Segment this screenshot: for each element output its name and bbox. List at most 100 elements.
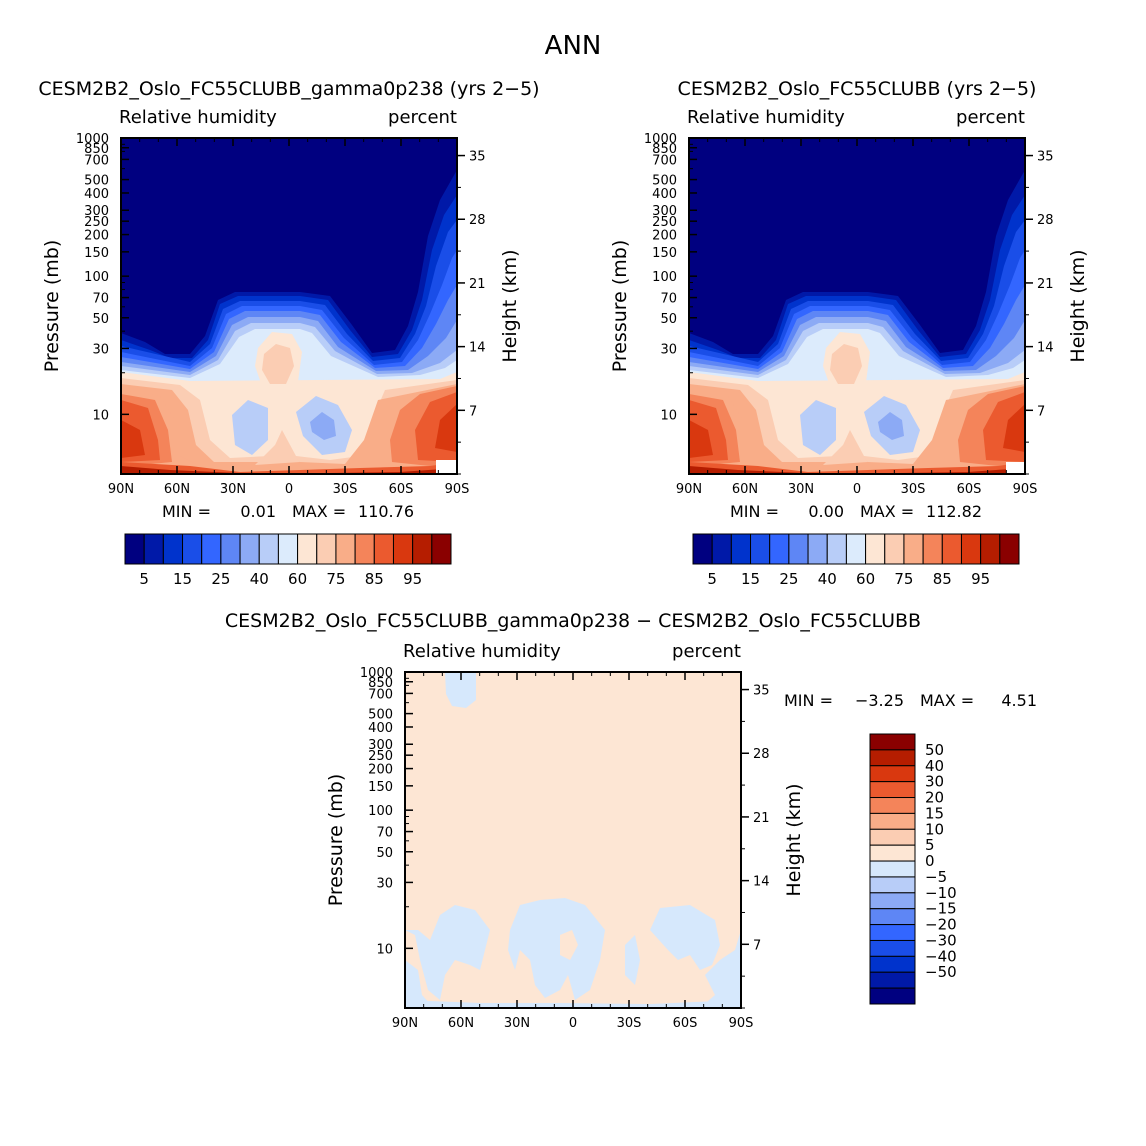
y-tick-label: 500	[84, 174, 109, 189]
y-tick-label: 70	[92, 292, 109, 307]
y-tick-label: 100	[84, 270, 109, 285]
colorbar-label: 40	[250, 570, 269, 588]
y2-tick-label: 28	[469, 213, 486, 228]
colorbar-label: 25	[779, 570, 798, 588]
y2-tick-label: 28	[1037, 213, 1054, 228]
y-tick-label: 300	[652, 204, 677, 219]
y2-tick-label: 7	[469, 404, 477, 419]
y-tick-label: 250	[652, 215, 677, 230]
y2-tick-label: 7	[753, 938, 761, 953]
colorbar-label: 40	[818, 570, 837, 588]
y-tick-label: 30	[660, 342, 677, 357]
colorbar-label: 40	[925, 757, 944, 775]
panel-b-min-value: 0.00	[808, 502, 844, 521]
panel-a-variable-label: Relative humidity	[119, 107, 277, 128]
colorbar-swatch	[869, 876, 916, 894]
y-tick-label: 850	[84, 142, 109, 157]
panel-c-min-value: −3.25	[855, 691, 904, 710]
y-tick-label: 50	[376, 846, 393, 861]
panel-a-y2label: Height (km)	[499, 249, 521, 362]
panel-a-colorbar: 5 15 25 40 60 75 85 95	[124, 533, 452, 588]
colorbar-label: 5	[139, 570, 149, 588]
colorbar-label: 15	[741, 570, 760, 588]
y2-tick-label: 14	[469, 341, 486, 356]
panel-b-variable-label: Relative humidity	[687, 107, 845, 128]
colorbar-label: 30	[925, 773, 944, 791]
colorbar-swatch	[412, 533, 433, 565]
colorbar-label: 60	[856, 570, 875, 588]
y-tick-label: 500	[368, 708, 393, 723]
colorbar-swatch	[869, 971, 916, 989]
y-tick-label: 200	[652, 229, 677, 244]
x-tick-label: 30S	[901, 482, 926, 497]
colorbar-label: −10	[925, 884, 957, 902]
y-tick-label: 30	[376, 876, 393, 891]
colorbar-swatch	[769, 533, 790, 565]
panel-a-title: CESM2B2_Oslo_FC55CLUBB_gamma0p238 (yrs 2…	[38, 78, 539, 100]
panel-c-min-label: MIN =	[784, 691, 833, 710]
y2-tick-label: 21	[753, 811, 770, 826]
panel-b-colorbar: 5 15 25 40 60 75 85 95	[692, 533, 1020, 588]
colorbar-label: 75	[894, 570, 913, 588]
colorbar-label: 95	[403, 570, 422, 588]
x-tick-label: 90S	[1013, 482, 1038, 497]
colorbar-label: 75	[326, 570, 345, 588]
panel-b-max-value: 112.82	[926, 502, 982, 521]
colorbar-swatch	[711, 533, 732, 565]
colorbar-swatch	[999, 533, 1020, 565]
colorbar-swatch	[869, 892, 916, 910]
y2-tick-label: 28	[753, 747, 770, 762]
x-tick-label: 90N	[392, 1016, 418, 1031]
y-tick-label: 10	[92, 408, 109, 423]
colorbar-swatch	[869, 844, 916, 862]
panel-b-min-label: MIN =	[730, 502, 779, 521]
y-tick-label: 50	[660, 312, 677, 327]
y-tick-label: 850	[368, 676, 393, 691]
y-tick-label: 400	[84, 187, 109, 202]
colorbar-swatch	[201, 533, 222, 565]
y-tick-label: 1000	[644, 132, 677, 147]
colorbar-swatch	[869, 828, 916, 846]
colorbar-label: −40	[925, 947, 957, 965]
y2-tick-label: 35	[469, 150, 486, 165]
colorbar-swatch	[182, 533, 203, 565]
x-tick-label: 30S	[333, 482, 358, 497]
panel-c-max-label: MAX =	[920, 691, 974, 710]
colorbar-label: −15	[925, 900, 957, 918]
colorbar-swatch	[143, 533, 164, 565]
y-tick-label: 150	[368, 780, 393, 795]
x-tick-label: 90N	[676, 482, 702, 497]
colorbar-swatch	[884, 533, 905, 565]
colorbar-swatch	[220, 533, 241, 565]
x-tick-label: 60S	[957, 482, 982, 497]
y2-tick-label: 21	[469, 277, 486, 292]
colorbar-swatch	[865, 533, 886, 565]
colorbar-swatch	[869, 939, 916, 957]
panel-c-ylabel: Pressure (mb)	[325, 774, 347, 907]
y-tick-label: 30	[92, 342, 109, 357]
colorbar-swatch	[354, 533, 375, 565]
colorbar-swatch	[980, 533, 1001, 565]
colorbar-swatch	[297, 533, 318, 565]
colorbar-label: 0	[925, 852, 935, 870]
y-tick-label: 300	[84, 204, 109, 219]
y-tick-label: 250	[84, 215, 109, 230]
colorbar-label: 10	[925, 820, 944, 838]
colorbar-swatch	[869, 733, 916, 751]
colorbar-swatch	[373, 533, 394, 565]
panel-c-y2label: Height (km)	[783, 783, 805, 896]
y2-tick-label: 35	[1037, 150, 1054, 165]
colorbar-label: 85	[933, 570, 952, 588]
y-tick-label: 10	[376, 942, 393, 957]
x-tick-label: 60N	[732, 482, 758, 497]
y-tick-label: 700	[84, 153, 109, 168]
colorbar-swatch	[692, 533, 713, 565]
y-tick-label: 100	[368, 804, 393, 819]
x-tick-label: 30N	[504, 1016, 530, 1031]
panel-c-max-value: 4.51	[1001, 691, 1037, 710]
panel-b-max-label: MAX =	[860, 502, 914, 521]
y-tick-label: 500	[652, 174, 677, 189]
x-tick-label: 30S	[617, 1016, 642, 1031]
panel-c-variable-label: Relative humidity	[403, 641, 561, 662]
y2-tick-label: 14	[753, 875, 770, 890]
